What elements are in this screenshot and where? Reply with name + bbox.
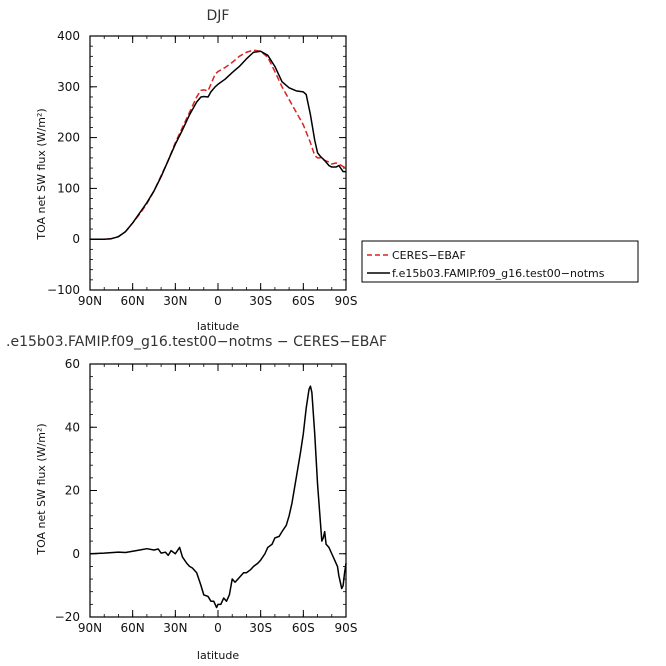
x-tick-label: 0 — [214, 621, 222, 635]
y-tick-label: 60 — [65, 357, 80, 371]
y-tick-label: 300 — [57, 80, 80, 94]
x-tick-label: 30S — [249, 621, 272, 635]
y-tick-label: 200 — [57, 131, 80, 145]
y-tick-label: 40 — [65, 420, 80, 434]
bottom-chart-plot: 90N 60N 30N 0 30S 60S 90S 60 40 20 0 −20 — [55, 357, 358, 635]
y-tick-label: 20 — [65, 484, 80, 498]
x-tick-label: 90N — [78, 294, 102, 308]
x-tick-label: 90S — [335, 294, 358, 308]
x-tick-label: 30N — [163, 294, 187, 308]
y-tick-label: −20 — [55, 610, 80, 624]
top-chart-title: DJF — [207, 8, 230, 24]
x-tick-label: 60N — [121, 621, 145, 635]
x-tick-label: 0 — [214, 294, 222, 308]
bottom-x-axis-label: latitude — [197, 649, 239, 662]
series-line-0 — [89, 385, 347, 609]
y-tick-label: 0 — [72, 232, 80, 246]
top-y-axis-label: TOA net SW flux (W/m²) — [35, 108, 48, 240]
x-tick-label: 60S — [292, 621, 315, 635]
legend-label-model: f.e15b03.FAMIP.f09_g16.test00−notms — [392, 267, 605, 280]
bottom-chart-title: .e15b03.FAMIP.f09_g16.test00−notms − CER… — [6, 334, 387, 350]
y-tick-label: 0 — [72, 547, 80, 561]
bottom-y-axis-label: TOA net SW flux (W/m²) — [35, 423, 48, 555]
series-line-1 — [90, 50, 346, 240]
legend: CERES−EBAF f.e15b03.FAMIP.f09_g16.test00… — [361, 240, 639, 283]
y-tick-label: 400 — [57, 29, 80, 43]
x-tick-label: 30S — [249, 294, 272, 308]
top-chart-plot: 90N 60N 30N 0 30S 60S 90S 400 300 200 100 0 −100 — [47, 29, 357, 308]
series-line-0 — [90, 49, 347, 240]
x-tick-label: 30N — [163, 621, 187, 635]
legend-label-ceres: CERES−EBAF — [392, 249, 466, 262]
legend-box — [361, 240, 639, 283]
top-x-axis-label: latitude — [197, 320, 239, 333]
x-tick-label: 60N — [121, 294, 145, 308]
plot-frame — [89, 35, 347, 291]
x-tick-label: 90S — [335, 621, 358, 635]
y-tick-label: 100 — [57, 181, 80, 195]
y-tick-label: −100 — [47, 283, 80, 297]
x-tick-label: 60S — [292, 294, 315, 308]
x-tick-label: 90N — [78, 621, 102, 635]
